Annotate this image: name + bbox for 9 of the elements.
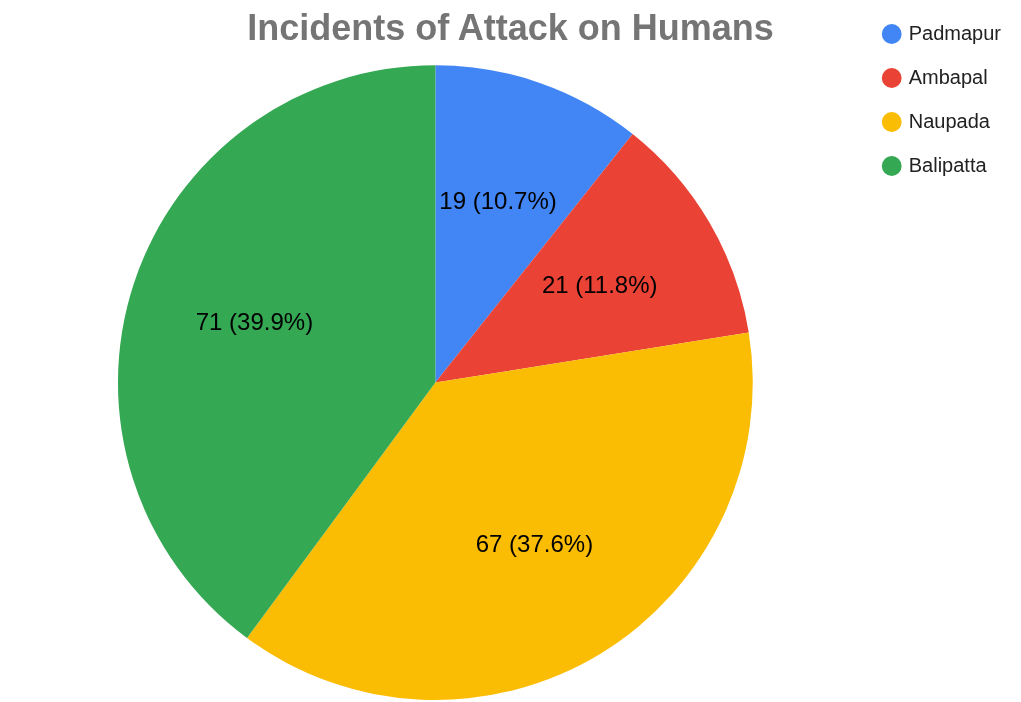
legend-label: Ambapal xyxy=(908,65,988,88)
data-label: 21 (11.8%) xyxy=(541,271,658,299)
data-label: 67 (37.6%) xyxy=(475,529,594,557)
legend-label: Balipatta xyxy=(908,153,988,176)
data-label: 71 (39.9%) xyxy=(195,307,314,335)
data-label: 19 (10.7%) xyxy=(439,187,557,215)
chart-title: Incidents of Attack on Humans xyxy=(247,6,774,48)
legend-label: Padmapur xyxy=(908,21,1002,44)
legend-label: Naupada xyxy=(908,109,991,132)
